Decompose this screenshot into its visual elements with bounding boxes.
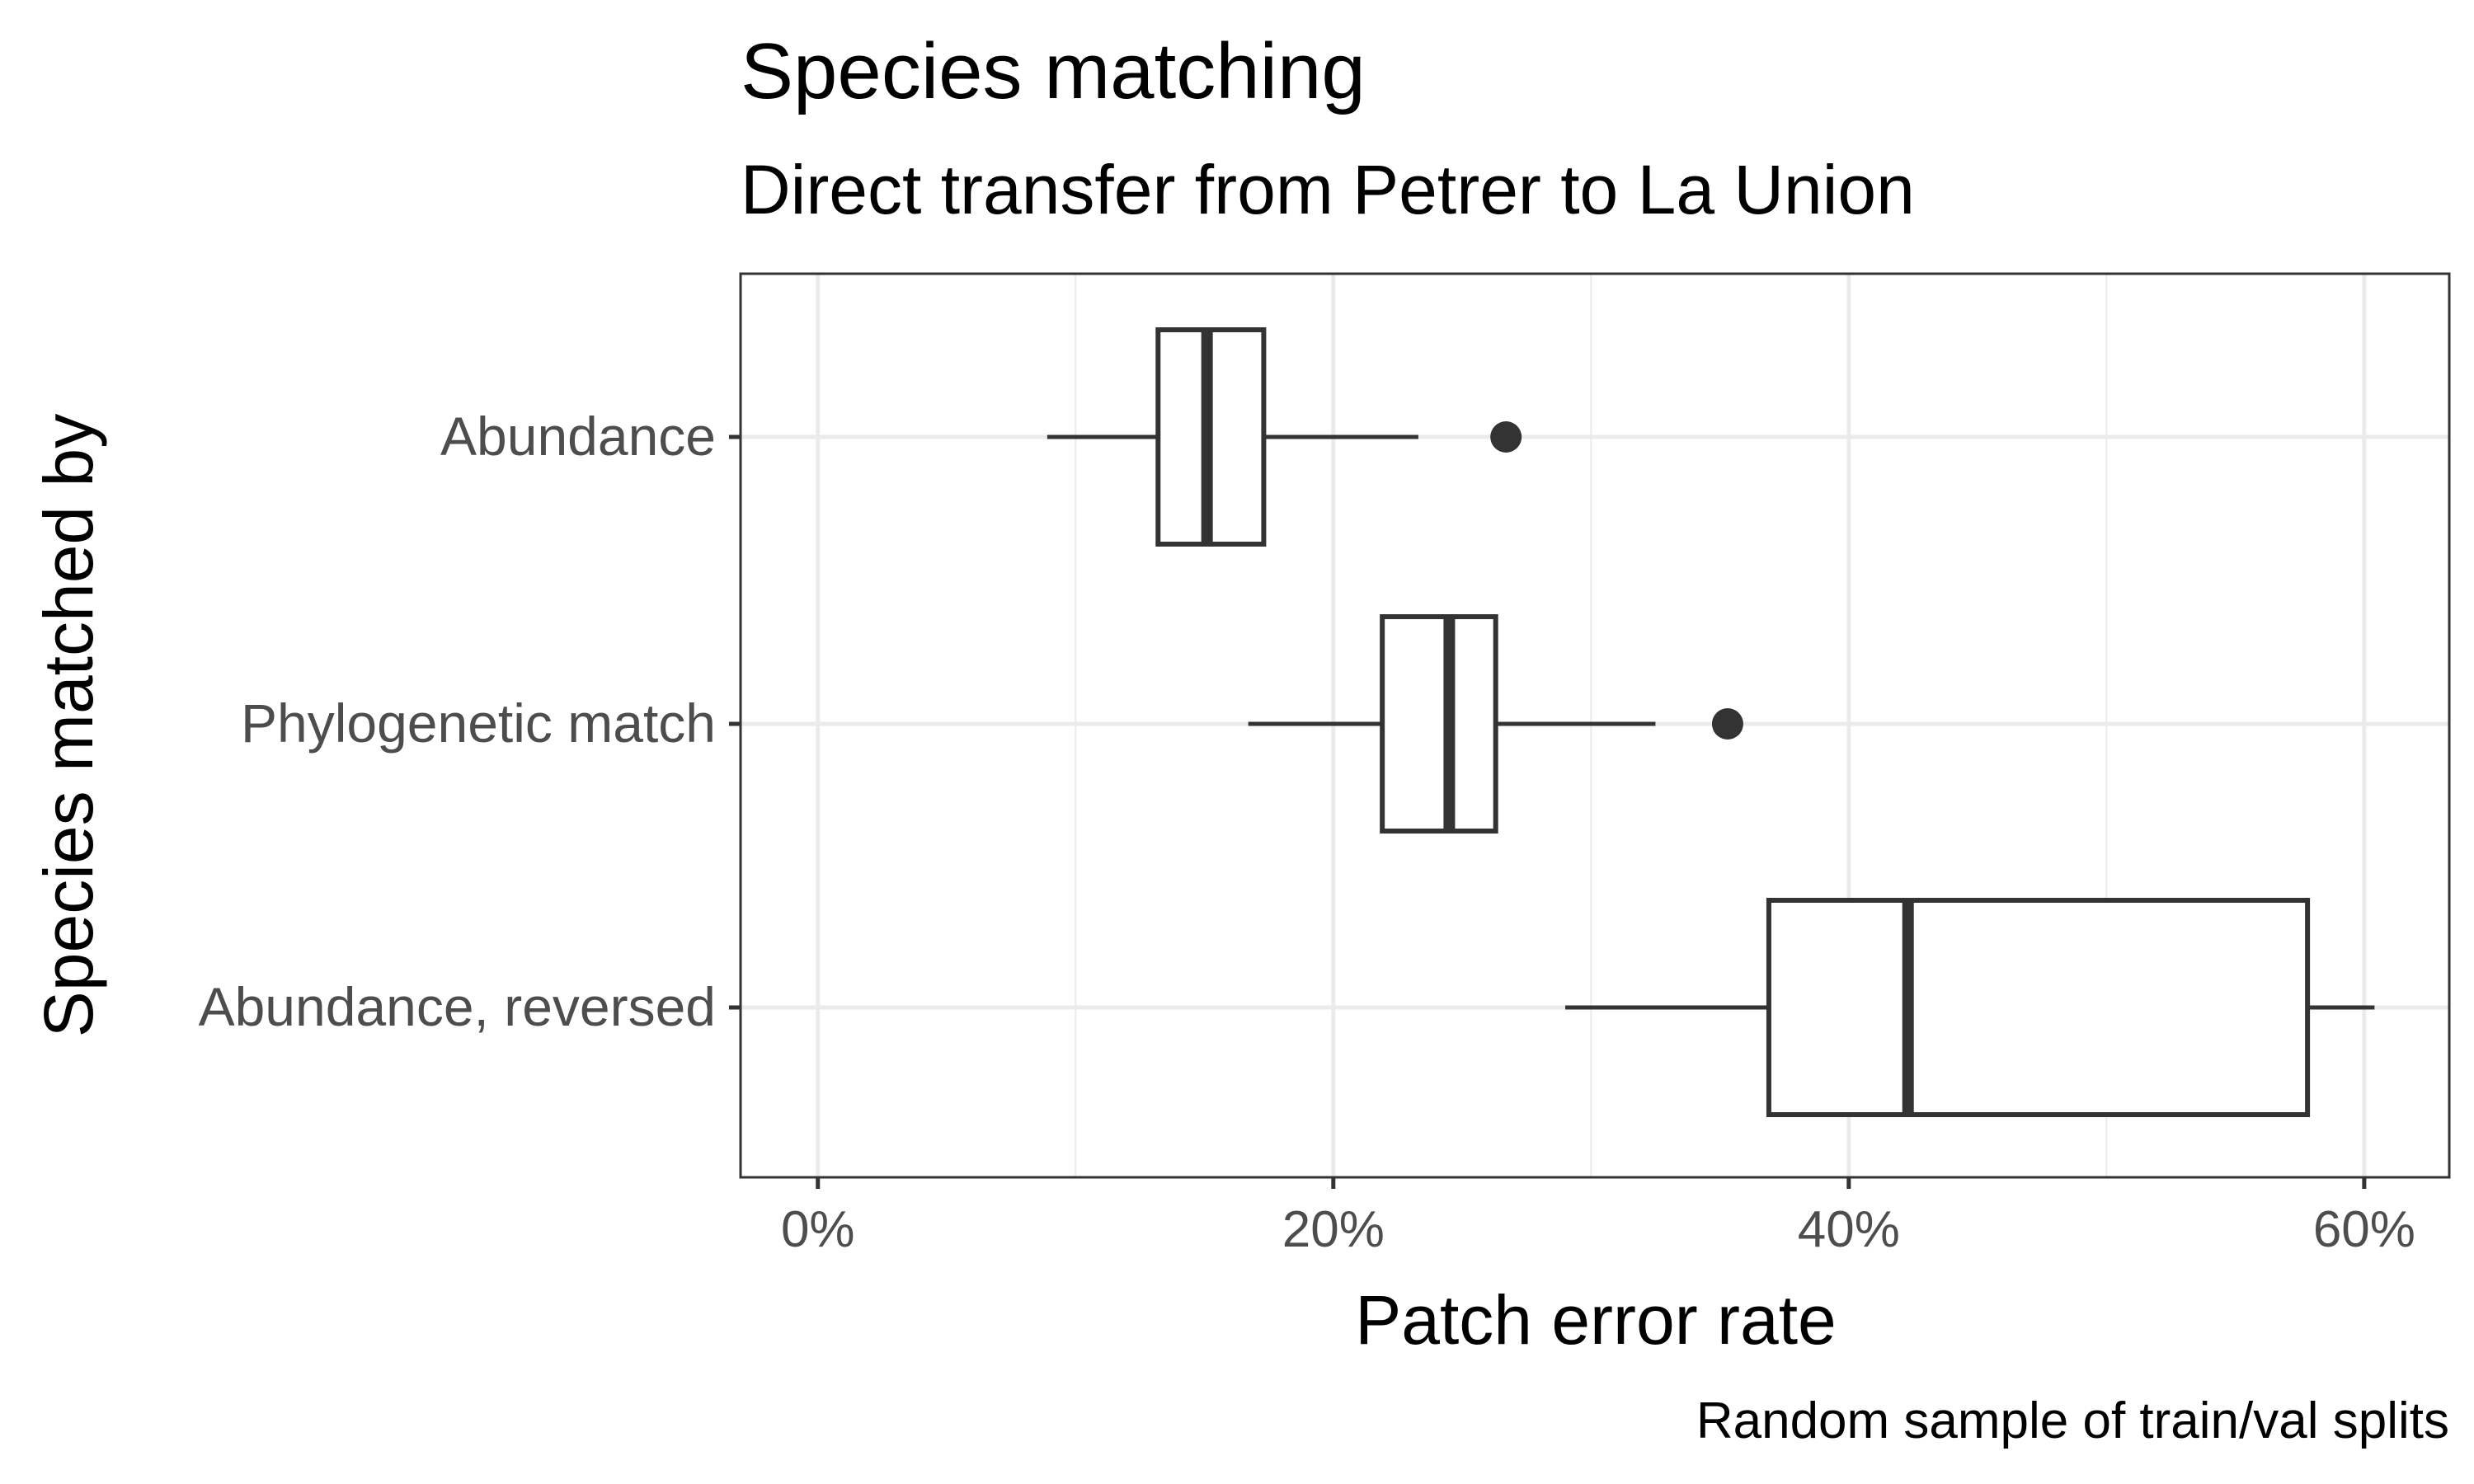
y-tick-label: Abundance, reversed <box>199 976 716 1037</box>
chart-subtitle: Direct transfer from Petrer to La Union <box>741 151 1915 228</box>
box <box>1380 614 1498 834</box>
box-group <box>1565 898 2375 1117</box>
y-tick-label: Phylogenetic match <box>241 693 716 754</box>
y-tick-label: Abundance <box>440 406 716 467</box>
outlier-point <box>1711 708 1743 740</box>
box-group <box>1047 327 1522 547</box>
x-tick-label: 0% <box>781 1201 855 1258</box>
marks <box>1047 327 2375 1117</box>
y-axis-label: Species matched by <box>30 414 107 1037</box>
box-group <box>1248 614 1743 834</box>
x-tick-label: 20% <box>1282 1201 1385 1258</box>
box <box>1766 898 2311 1117</box>
chart-title: Species matching <box>741 27 1366 115</box>
axes: 0% 20% 40% 60% Abundance Phylogenetic match Ab… <box>199 406 2415 1258</box>
x-tick-label: 60% <box>2313 1201 2415 1258</box>
chart-caption: Random sample of train/val splits <box>1696 1392 2449 1449</box>
x-axis-label: Patch error rate <box>1355 1281 1837 1359</box>
x-tick-label: 40% <box>1798 1201 1900 1258</box>
outlier-point <box>1490 421 1522 453</box>
grid <box>741 274 2449 1177</box>
